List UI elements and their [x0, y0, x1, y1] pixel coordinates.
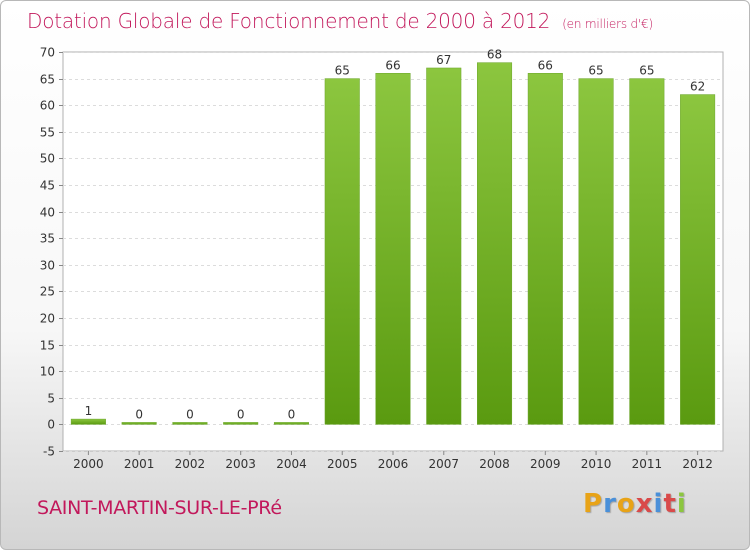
y-tick-label: 65: [40, 73, 55, 87]
bar-2007: [426, 67, 462, 425]
y-tick-label: 0: [47, 418, 55, 432]
data-label-2004: 0: [288, 407, 296, 421]
logo-letter: P: [583, 489, 604, 519]
x-tick-label: 2003: [225, 457, 256, 471]
y-tick-label: 10: [40, 365, 55, 379]
bar-2008: [477, 62, 513, 425]
y-tick-label: 25: [40, 285, 55, 299]
x-tick-label: 2000: [73, 457, 104, 471]
bar-2009: [527, 73, 563, 425]
y-tick-label: 70: [40, 46, 55, 60]
proxiti-logo[interactable]: Proxiti: [583, 489, 687, 519]
logo-letter: x: [635, 489, 654, 519]
x-tick-label: 2004: [276, 457, 307, 471]
data-label-2011: 65: [639, 64, 654, 78]
bar-2005: [324, 78, 360, 425]
x-tick-label: 2011: [632, 457, 663, 471]
town-name: SAINT-MARTIN-SUR-LE-PRé: [37, 497, 282, 519]
data-label-2005: 65: [335, 64, 350, 78]
y-tick-label: 60: [40, 99, 55, 113]
logo-letter: r: [603, 489, 617, 519]
x-tick-label: 2010: [581, 457, 612, 471]
y-tick-label: 20: [40, 312, 55, 326]
bar-2000: [70, 418, 106, 425]
data-label-2000: 1: [85, 404, 93, 418]
x-tick-label: 2001: [124, 457, 155, 471]
y-tick-label: 50: [40, 152, 55, 166]
chart-title: Dotation Globale de Fonctionnement de 20…: [27, 9, 653, 33]
x-tick-label: 2006: [378, 457, 409, 471]
data-label-2009: 66: [538, 58, 553, 72]
y-tick-label: 45: [40, 179, 55, 193]
bar-2004: [273, 422, 309, 425]
data-label-2007: 67: [436, 53, 451, 67]
x-tick-label: 2012: [682, 457, 713, 471]
data-label-2012: 62: [690, 80, 705, 94]
chart-title-text: Dotation Globale de Fonctionnement de 20…: [27, 9, 551, 33]
bar-2002: [172, 422, 208, 425]
bar-2010: [578, 78, 614, 425]
y-tick-label: 5: [47, 392, 55, 406]
data-label-2010: 65: [588, 64, 603, 78]
y-tick-label: 55: [40, 126, 55, 140]
logo-letter: o: [616, 489, 636, 519]
unit-label: (en milliers d'€): [562, 17, 653, 31]
x-tick-label: 2008: [479, 457, 510, 471]
data-label-2002: 0: [186, 407, 194, 421]
x-tick-label: 2007: [428, 457, 459, 471]
bar-2011: [629, 78, 665, 425]
y-tick-label: -5: [43, 445, 55, 459]
x-tick-label: 2002: [175, 457, 206, 471]
bar-2001: [121, 422, 157, 425]
y-tick-label: 35: [40, 232, 55, 246]
data-label-2008: 68: [487, 48, 502, 62]
y-tick-label: 30: [40, 259, 55, 273]
y-tick-label: 15: [40, 339, 55, 353]
bar-2006: [375, 73, 411, 425]
x-tick-label: 2005: [327, 457, 358, 471]
data-label-2003: 0: [237, 407, 245, 421]
data-label-2006: 66: [385, 58, 400, 72]
y-tick-label: 40: [40, 206, 55, 220]
data-label-2001: 0: [135, 407, 143, 421]
logo-letter: t: [663, 489, 677, 519]
logo-letter: i: [653, 489, 664, 519]
bar-2003: [223, 422, 259, 425]
bar-2012: [680, 94, 716, 425]
logo-letter: i: [676, 489, 687, 519]
x-tick-label: 2009: [530, 457, 561, 471]
